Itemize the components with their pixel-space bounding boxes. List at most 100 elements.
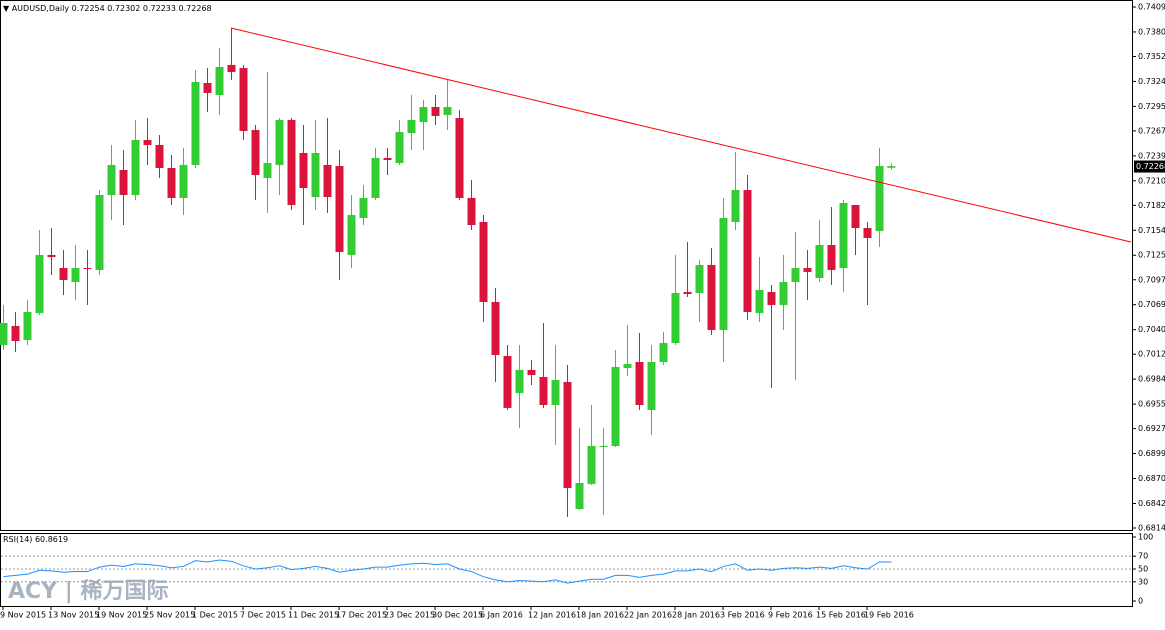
candle-body <box>263 163 272 179</box>
candle-body <box>779 282 788 305</box>
y-tick-label: 0.71255 <box>1138 251 1165 260</box>
x-tick-label: 9 Nov 2015 <box>0 611 46 620</box>
x-tick-label: 9 Feb 2016 <box>768 611 813 620</box>
candle-body <box>131 140 140 195</box>
candle-body <box>743 190 752 312</box>
indicator-tick-label: 50 <box>1138 565 1148 574</box>
candle-body <box>155 144 164 169</box>
candle-body <box>443 106 452 115</box>
y-tick-label: 0.69275 <box>1138 424 1165 433</box>
candle-body <box>767 292 776 305</box>
candle-body <box>611 366 620 446</box>
candle-body <box>275 119 284 165</box>
indicator-last: 60.8619 <box>35 535 68 544</box>
watermark: ACY | 稀万国际 <box>8 578 168 604</box>
x-tick-label: 3 Feb 2016 <box>720 611 765 620</box>
last-low: 0.72233 <box>143 4 176 13</box>
candle-body <box>251 130 260 176</box>
candle-body <box>335 166 344 253</box>
candle-body <box>875 166 884 231</box>
candle-body <box>167 168 176 198</box>
price-frame <box>0 0 1133 531</box>
indicator-tick-label: 100 <box>1138 533 1153 542</box>
candle-body <box>419 106 428 122</box>
y-tick-label: 0.70975 <box>1138 275 1165 284</box>
candle-body <box>143 140 152 145</box>
candle-body <box>35 254 44 314</box>
candle-body <box>83 268 92 270</box>
candle-body <box>383 157 392 160</box>
x-tick-label: 25 Nov 2015 <box>144 611 195 620</box>
candle-body <box>755 290 764 314</box>
candle-body <box>455 118 464 198</box>
candle-body <box>551 380 560 405</box>
y-tick-label: 0.71825 <box>1138 201 1165 210</box>
price-box <box>1134 160 1165 173</box>
candle-body <box>839 202 848 269</box>
x-tick-label: 6 Jan 2016 <box>480 611 523 620</box>
candle-body <box>635 361 644 405</box>
candle-body <box>215 66 224 96</box>
candle-body <box>791 268 800 283</box>
candle-body <box>47 254 56 257</box>
y-tick-label: 0.73805 <box>1138 27 1165 36</box>
x-tick-label: 7 Dec 2015 <box>240 611 286 620</box>
candle-body <box>0 323 8 345</box>
indicator-header: RSI(14) 60.8619 <box>3 535 68 544</box>
x-tick-label: 22 Jan 2016 <box>624 611 672 620</box>
trendline <box>230 27 1132 243</box>
indicator-line <box>3 559 892 584</box>
candle-body <box>563 382 572 488</box>
candle-body <box>299 152 308 188</box>
candle-body <box>359 197 368 219</box>
candle-body <box>179 164 188 198</box>
indicator-tick-label: 30 <box>1138 577 1148 586</box>
indicator-title: RSI(14) <box>3 535 32 544</box>
candle-body <box>59 268 68 281</box>
candle-body <box>827 244 836 270</box>
candle-body <box>731 190 740 222</box>
last-open: 0.72254 <box>72 4 105 13</box>
candle-body <box>719 218 728 331</box>
candle-body <box>539 376 548 405</box>
candle-body <box>659 342 668 362</box>
x-tick-label: 13 Nov 2015 <box>48 611 99 620</box>
candle-body <box>203 83 212 93</box>
y-tick-label: 0.69555 <box>1138 400 1165 409</box>
candle-body <box>575 482 584 509</box>
indicator-tick-label: 70 <box>1138 552 1148 561</box>
indicator-frame <box>0 533 1133 607</box>
x-tick-label: 28 Jan 2016 <box>672 611 720 620</box>
candle-body <box>491 301 500 355</box>
x-tick-label: 30 Dec 2015 <box>432 611 483 620</box>
candle-body <box>683 292 692 295</box>
candle-body <box>527 369 536 376</box>
candle-body <box>95 194 104 270</box>
last-high: 0.72302 <box>107 4 140 13</box>
candle-body <box>287 119 296 205</box>
x-tick-label: 15 Feb 2016 <box>816 611 866 620</box>
candle-body <box>707 264 716 331</box>
price-box-label: 0.72268 <box>1136 162 1165 171</box>
candle-body <box>851 204 860 229</box>
candle-body <box>107 164 116 195</box>
candle-body <box>515 369 524 393</box>
x-tick-label: 1 Dec 2015 <box>192 611 238 620</box>
candle-body <box>587 445 596 484</box>
y-tick-label: 0.73525 <box>1138 52 1165 61</box>
candle-body <box>407 119 416 134</box>
candle-body <box>671 292 680 343</box>
y-tick-label: 0.70125 <box>1138 350 1165 359</box>
candle-body <box>599 445 608 448</box>
x-tick-label: 23 Dec 2015 <box>384 611 435 620</box>
candle-body <box>695 264 704 293</box>
